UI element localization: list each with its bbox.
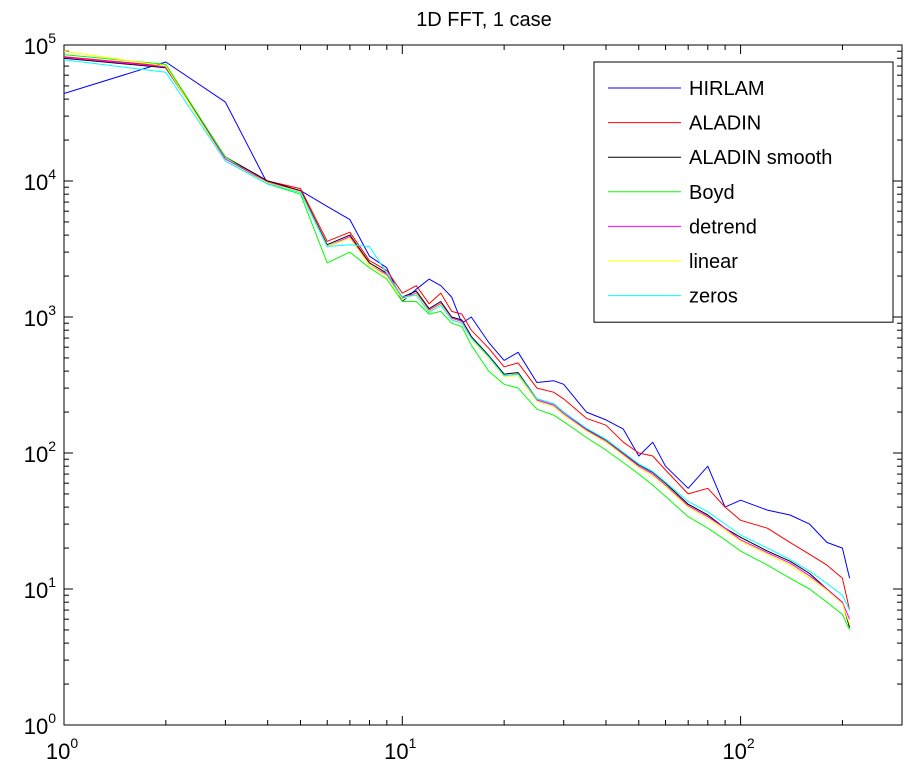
series-line-hirlam [63,61,851,579]
series-line-linear [63,50,851,625]
legend: HIRLAM ALADIN ALADIN smooth Boyd detrend line… [593,61,894,323]
series-line-zeros [63,59,851,611]
legend-label: ALADIN [689,113,761,135]
chart-title: 1D FFT, 1 case [416,9,552,31]
legend-label: Boyd [689,182,735,204]
x-tick-label: 101 [384,735,416,764]
y-tick-label: 100 [24,710,56,739]
x-tick-label: 102 [722,735,754,764]
y-tick-label: 102 [24,438,56,467]
y-tick-label: 101 [24,574,56,603]
series-group [63,50,851,631]
y-tick-label: 104 [24,166,56,195]
legend-label: ALADIN smooth [689,147,832,169]
legend-label: linear [689,251,738,273]
x-tick-label: 100 [46,735,78,764]
series-line-boyd [63,54,851,631]
legend-label: detrend [689,216,757,238]
axis-ticks: 100 101 102 100 101 102 103 104 105 [24,30,903,764]
legend-label: zeros [689,286,738,308]
series-line-aladin [63,56,851,611]
legend-label: HIRLAM [689,78,765,100]
y-tick-label: 103 [24,302,56,331]
y-tick-label: 105 [24,30,56,59]
